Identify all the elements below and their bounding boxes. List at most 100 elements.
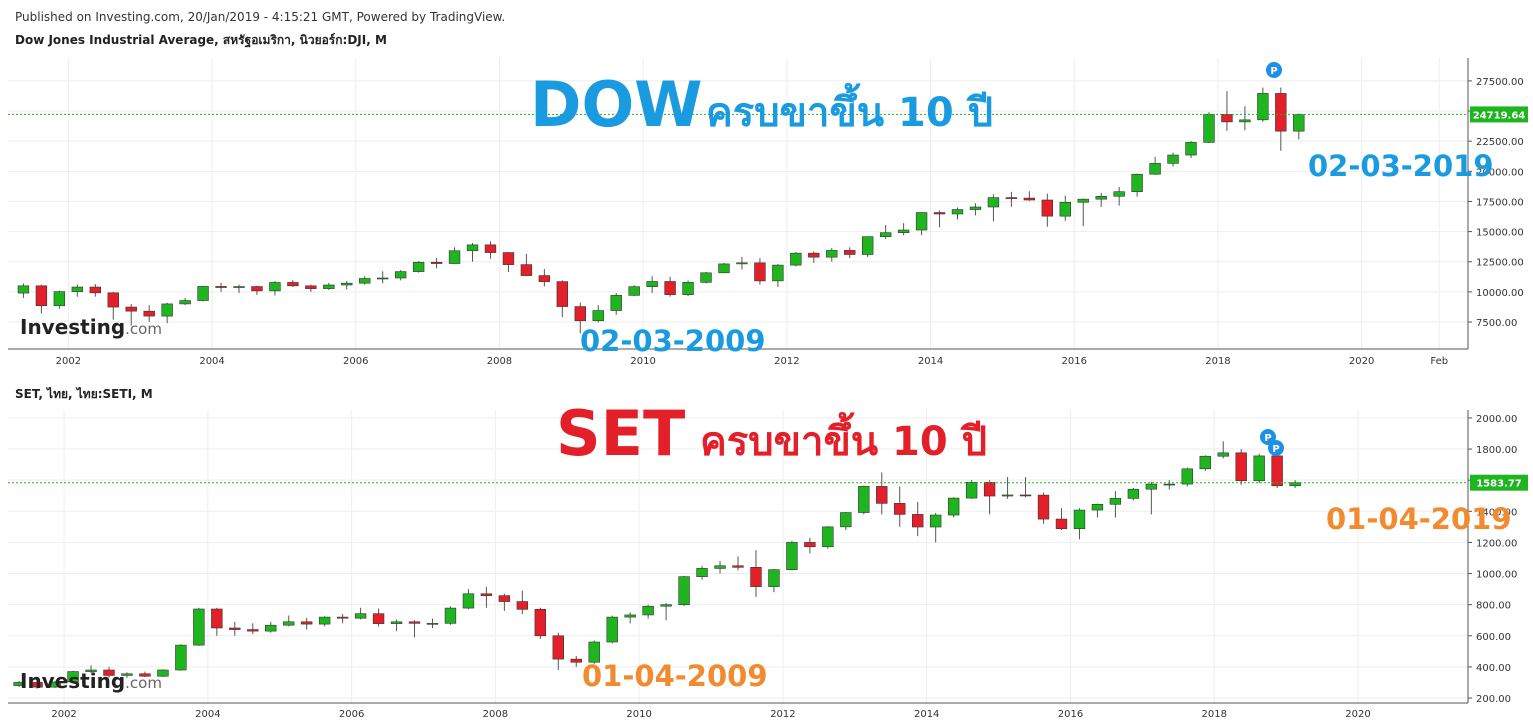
candle-body: [915, 212, 928, 231]
candle-body: [933, 212, 946, 215]
candle-body: [53, 291, 66, 307]
candle-body: [570, 658, 582, 663]
candle-body: [951, 209, 964, 215]
candle-body: [912, 514, 924, 528]
candle-body: [965, 482, 978, 499]
candle-body: [1257, 93, 1269, 121]
candle-body: [31, 682, 43, 688]
watermark: Investing: [20, 315, 125, 339]
candle-body: [157, 669, 169, 677]
candle-body: [265, 624, 277, 632]
event-label: P: [1264, 433, 1271, 444]
candle-body: [1037, 494, 1050, 520]
candle-body: [197, 286, 209, 301]
candle-body: [498, 595, 511, 602]
x-tick-label: 2004: [199, 356, 224, 367]
candle-body: [897, 229, 910, 233]
candle-body: [229, 627, 241, 630]
candle-body: [1289, 482, 1301, 487]
candle-body: [412, 261, 425, 272]
candle-body: [67, 671, 79, 683]
candle-body: [1221, 114, 1233, 123]
candle-body: [1275, 93, 1287, 132]
candle-body: [700, 272, 712, 283]
x-tick-label: Feb: [1430, 356, 1448, 367]
candle-body: [1001, 494, 1014, 497]
candle-body: [588, 641, 600, 663]
candle-body: [678, 576, 690, 605]
candle-body: [1095, 195, 1107, 200]
candle-body: [318, 616, 331, 625]
candle-body: [1091, 503, 1104, 511]
x-tick-label: 2016: [1062, 356, 1087, 367]
candle-body: [444, 607, 457, 624]
header: Published on Investing.com, 20/Jan/2019 …: [15, 10, 505, 24]
candle-body: [714, 565, 726, 569]
candle-body: [484, 244, 497, 253]
x-tick-label: 2004: [195, 709, 220, 720]
candle-body: [480, 593, 493, 596]
candle-body: [750, 567, 762, 587]
candle-body: [987, 197, 1000, 208]
x-tick-label: 2018: [1202, 709, 1227, 720]
price-label: 1583.77: [1476, 479, 1522, 490]
candle-body: [426, 623, 439, 625]
candle-body: [736, 262, 748, 265]
candle-body: [804, 542, 816, 548]
candle-body: [179, 300, 191, 305]
candle-body: [1131, 173, 1143, 192]
candle-body: [682, 282, 694, 295]
candle-body: [947, 497, 960, 516]
candle-body: [13, 682, 25, 686]
candle-body: [844, 250, 856, 255]
candle-body: [1077, 198, 1089, 203]
candle-body: [1253, 455, 1265, 482]
candle-body: [556, 281, 569, 307]
candle-body: [269, 282, 281, 292]
candle-body: [1163, 483, 1176, 486]
x-tick-label: 2008: [487, 356, 512, 367]
price-label-bg: [1470, 106, 1528, 123]
candle-body: [462, 593, 475, 609]
candle-body: [125, 306, 137, 312]
candle-body: [1059, 201, 1071, 217]
candle-body: [610, 295, 622, 311]
candle-body: [1199, 455, 1211, 470]
candle-body: [969, 206, 982, 210]
candle-body: [862, 236, 874, 255]
candle-body: [283, 621, 295, 626]
x-tick-label: 2014: [918, 356, 943, 367]
candle-body: [336, 616, 349, 619]
y-tick-label: 1000.00: [1476, 570, 1517, 581]
candle-body: [574, 306, 586, 322]
candle-body: [408, 621, 421, 624]
candle-body: [193, 608, 205, 646]
watermark-suffix: .com: [125, 320, 162, 338]
candle-body: [642, 605, 654, 616]
annotation: 01-04-2019: [1326, 502, 1512, 536]
candle-body: [305, 285, 317, 289]
watermark-suffix: .com: [125, 674, 162, 692]
candle-body: [323, 284, 335, 289]
candle-body: [840, 512, 852, 528]
candle-body: [1109, 498, 1122, 505]
candle-body: [664, 281, 676, 295]
candle-body: [233, 286, 245, 288]
y-tick-label: 17500.00: [1476, 197, 1524, 208]
candle-body: [876, 486, 888, 504]
candle-body: [1005, 197, 1018, 199]
candle-body: [718, 263, 730, 274]
event-badge: [1260, 429, 1276, 445]
candle-body: [894, 503, 906, 515]
y-tick-label: 1400.00: [1476, 507, 1517, 518]
candle-body: [89, 286, 101, 294]
chart-title: Dow Jones Industrial Average, สหรัฐอเมริ…: [15, 33, 387, 48]
event-label: P: [1272, 444, 1279, 455]
chart-title: SET, ไทย, ไทย:SETI, M: [15, 386, 153, 401]
y-tick-label: 400.00: [1476, 663, 1511, 674]
candle-body: [390, 621, 403, 624]
annotation: 01-04-2009: [582, 659, 768, 693]
candle-body: [448, 250, 461, 264]
y-tick-label: 1200.00: [1476, 538, 1517, 549]
